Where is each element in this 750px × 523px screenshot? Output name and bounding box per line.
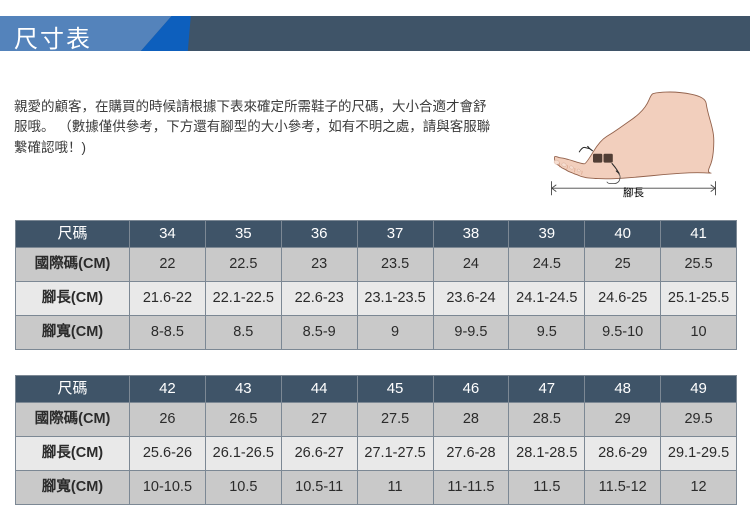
svg-text:腳長: 腳長 <box>623 187 644 199</box>
